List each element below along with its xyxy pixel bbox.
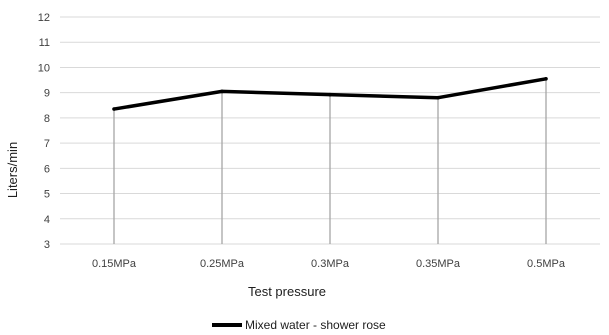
drop-lines [113, 78, 547, 244]
x-tick-label: 0.5MPa [527, 258, 566, 270]
legend: Mixed water - shower rose [212, 318, 386, 332]
data-point [220, 89, 224, 94]
series-layer [112, 76, 548, 111]
y-axis-ticks: 3 4 5 6 7 8 9 10 11 12 [38, 12, 50, 251]
y-tick-label: 8 [44, 113, 50, 125]
x-axis-title: Test pressure [248, 284, 326, 299]
y-tick-label: 6 [44, 163, 50, 175]
y-tick-label: 12 [38, 12, 50, 24]
y-tick-label: 10 [38, 62, 50, 74]
x-tick-label: 0.3MPa [311, 258, 350, 270]
y-tick-label: 9 [44, 88, 50, 100]
y-axis-title: Liters/min [5, 142, 20, 198]
x-tick-label: 0.15MPa [92, 258, 137, 270]
y-tick-label: 7 [44, 138, 50, 150]
data-point [436, 95, 440, 100]
y-tick-label: 4 [44, 214, 50, 226]
x-tick-label: 0.35MPa [416, 258, 461, 270]
x-tick-label: 0.25MPa [200, 258, 245, 270]
y-tick-label: 5 [44, 189, 50, 201]
legend-label: Mixed water - shower rose [245, 318, 386, 332]
x-axis-ticks: 0.15MPa 0.25MPa 0.3MPa 0.35MPa 0.5MPa [92, 258, 566, 270]
data-point [112, 107, 116, 111]
data-point [328, 92, 332, 97]
data-point [544, 76, 548, 81]
y-tick-label: 11 [39, 37, 50, 49]
y-tick-label: 3 [44, 239, 50, 251]
